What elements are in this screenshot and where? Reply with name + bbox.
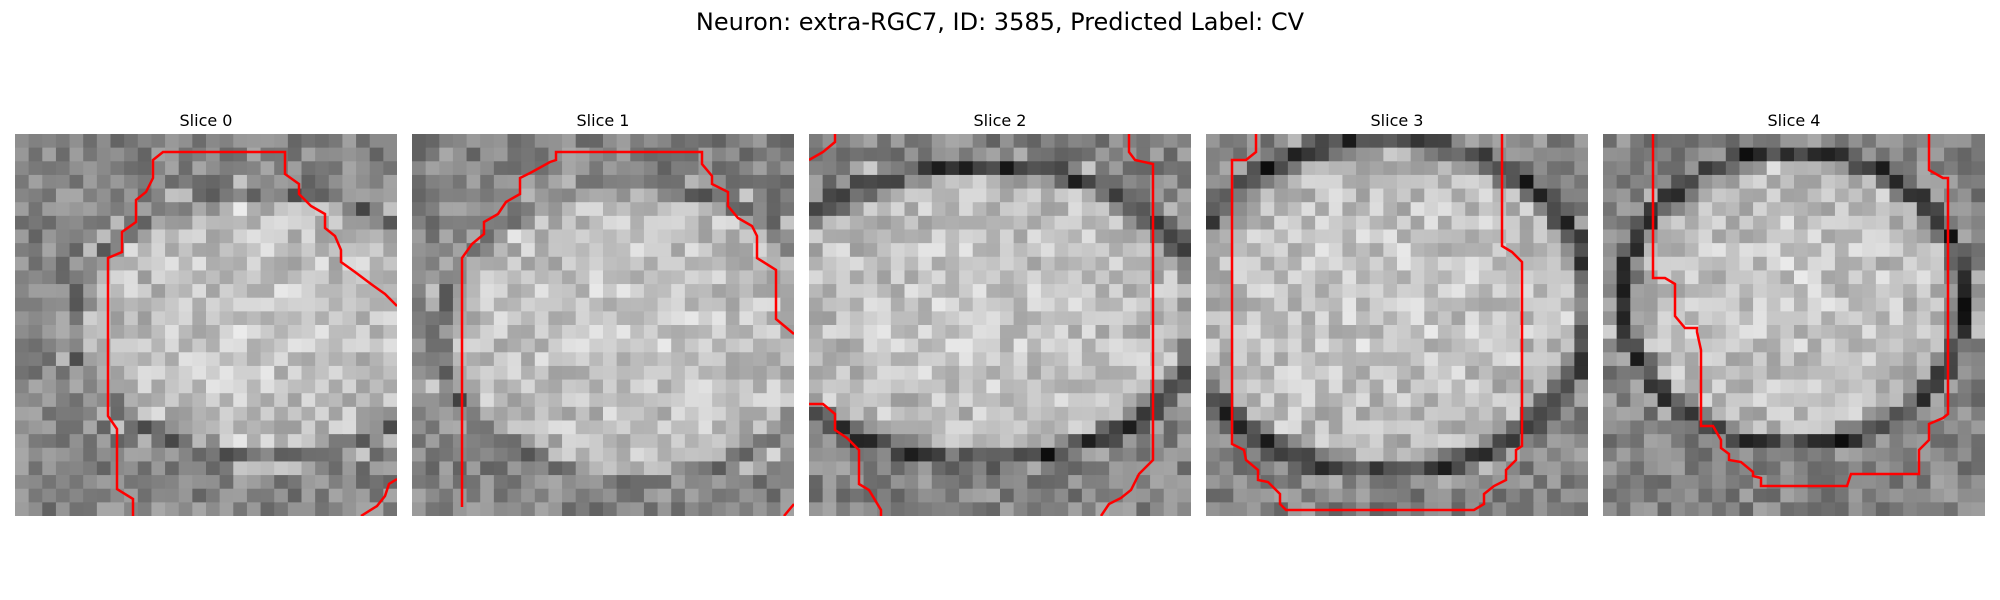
image-pixels — [809, 134, 1191, 516]
cell-contour — [783, 503, 794, 516]
slice-image-0 — [15, 134, 397, 516]
slice-title: Slice 0 — [179, 111, 233, 130]
figure-title: Neuron: extra-RGC7, ID: 3585, Predicted … — [695, 8, 1305, 36]
slice-panel-0: Slice 0 — [15, 110, 397, 516]
slice-panel-3: Slice 3 — [1206, 110, 1588, 516]
image-pixels — [15, 134, 397, 516]
slice-panel-4: Slice 4 — [1603, 110, 1985, 516]
image-pixels — [412, 134, 794, 516]
slice-image-2 — [809, 134, 1191, 516]
cell-contour — [106, 150, 397, 516]
cell-contour — [1230, 134, 1524, 512]
slice-image-4 — [1603, 134, 1985, 516]
slice-title: Slice 4 — [1767, 111, 1821, 130]
slice-panel-2: Slice 2 — [809, 110, 1191, 516]
slice-panel-1: Slice 1 — [412, 110, 794, 516]
slice-title: Slice 3 — [1370, 111, 1424, 130]
slice-image-1 — [412, 134, 794, 516]
slice-title: Slice 1 — [576, 111, 630, 130]
cell-contour — [809, 402, 883, 516]
slice-image-3 — [1206, 134, 1588, 516]
image-pixels — [1206, 134, 1588, 516]
cell-contour — [809, 134, 837, 162]
cell-contour — [460, 150, 794, 507]
image-pixels — [1603, 134, 1985, 516]
slice-title: Slice 2 — [973, 111, 1027, 130]
cell-contour — [360, 477, 397, 516]
cell-contour — [1099, 134, 1155, 516]
cell-contour — [1651, 134, 1950, 488]
